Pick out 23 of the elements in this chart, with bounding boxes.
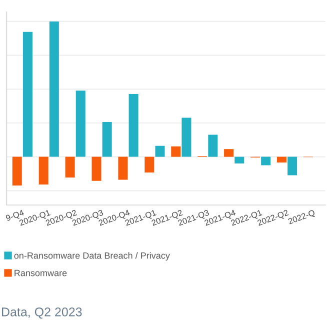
- legend-label: Ransomware: [14, 270, 67, 276]
- bar: [92, 156, 102, 181]
- bar: [155, 146, 165, 157]
- bar: [118, 156, 128, 180]
- bar: [224, 149, 234, 157]
- bar: [22, 32, 32, 157]
- bar: [76, 90, 86, 157]
- bar: [182, 118, 192, 157]
- bar: [12, 156, 22, 186]
- bar: [128, 94, 138, 157]
- bar: [276, 156, 286, 162]
- bar: [38, 156, 48, 185]
- bar: [208, 134, 218, 157]
- bar: [171, 146, 181, 157]
- bar: [65, 156, 75, 178]
- legend-label: on-Ransomware Data Breach / Privacy: [14, 252, 170, 261]
- bar: [261, 156, 271, 166]
- bar: [102, 122, 112, 157]
- bar: [144, 156, 154, 172]
- bar: [288, 156, 298, 176]
- text: Data, Q2 2023: [2, 308, 82, 319]
- bar: [49, 21, 59, 157]
- bar: [234, 156, 244, 164]
